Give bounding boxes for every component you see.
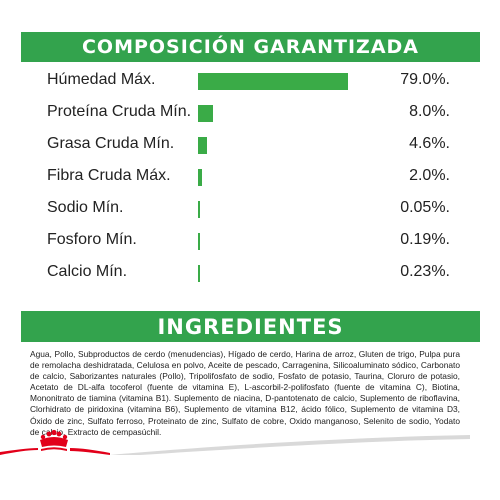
row-bar <box>198 233 200 250</box>
composition-row: Calcio Mín. 0.23%. <box>0 258 500 290</box>
row-bar <box>198 73 349 90</box>
composition-row: Sodio Mín. 0.05%. <box>0 194 500 226</box>
crown-icon <box>40 429 68 451</box>
ingredients-title: INGREDIENTES <box>157 314 344 339</box>
composition-row: Fibra Cruda Máx. 2.0%. <box>0 162 500 194</box>
red-swoosh-right <box>70 448 110 455</box>
composition-row: Grasa Cruda Mín. 4.6%. <box>0 130 500 162</box>
row-label: Calcio Mín. <box>47 263 128 280</box>
ingredients-title-banner: INGREDIENTES <box>21 311 480 342</box>
row-bar <box>198 105 214 122</box>
red-swoosh-left <box>0 448 38 455</box>
row-bar <box>198 169 202 186</box>
row-label: Fibra Cruda Máx. <box>47 167 171 184</box>
row-value: 0.19%. <box>400 231 450 248</box>
row-value: 0.05%. <box>400 199 450 216</box>
footer-logo-strip <box>0 425 500 455</box>
row-label: Grasa Cruda Mín. <box>47 135 175 152</box>
row-label: Sodio Mín. <box>47 199 124 216</box>
row-value: 79.0%. <box>400 71 450 88</box>
row-value: 4.6%. <box>409 135 450 152</box>
row-value: 2.0%. <box>409 167 450 184</box>
row-label: Fosforo Mín. <box>47 231 137 248</box>
composition-row: Proteína Cruda Mín. 8.0%. <box>0 98 500 130</box>
row-value: 8.0%. <box>409 103 450 120</box>
grey-swoosh <box>110 435 470 455</box>
composition-title-banner: COMPOSICIÓN GARANTIZADA <box>21 32 480 62</box>
composition-row: Húmedad Máx. 79.0%. <box>0 66 500 98</box>
row-bar <box>198 137 207 154</box>
row-value: 0.23%. <box>400 263 450 280</box>
row-bar <box>198 265 200 282</box>
row-label: Proteína Cruda Mín. <box>47 103 192 120</box>
footer-decoration <box>0 429 470 455</box>
row-bar <box>198 201 200 218</box>
composition-title: COMPOSICIÓN GARANTIZADA <box>81 36 420 58</box>
row-label: Húmedad Máx. <box>47 71 156 88</box>
composition-row: Fosforo Mín. 0.19%. <box>0 226 500 258</box>
ingredients-text: Agua, Pollo, Subproductos de cerdo (menu… <box>30 349 460 437</box>
